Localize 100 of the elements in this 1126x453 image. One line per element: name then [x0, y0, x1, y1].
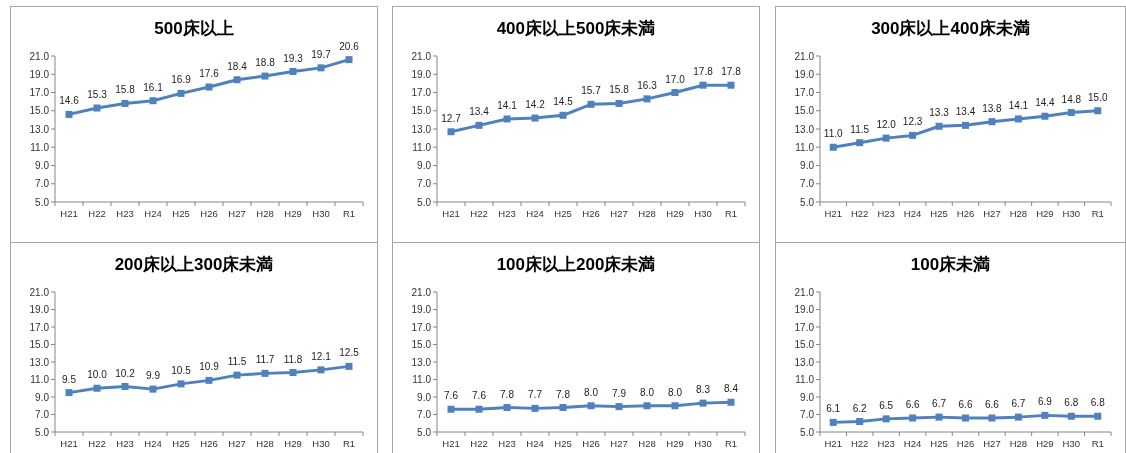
data-label: 11.7 [255, 354, 275, 366]
y-tick-label: 21.0 [29, 50, 50, 62]
chart-title: 300床以上400床未満 [871, 19, 1030, 38]
point [289, 68, 297, 76]
data-label: 8.0 [584, 386, 599, 398]
point [699, 81, 707, 89]
y-tick-label: 5.0 [35, 196, 50, 208]
x-tick-label: H22 [88, 438, 106, 449]
y-tick-label: 19.0 [411, 68, 432, 80]
point [149, 97, 157, 105]
point [671, 402, 679, 410]
data-label: 15.3 [87, 89, 108, 101]
x-tick-label: H30 [1062, 438, 1081, 449]
data-label: 14.2 [525, 99, 546, 111]
x-tick-label: H22 [850, 438, 869, 449]
data-label: 12.5 [339, 347, 360, 359]
data-label: 10.9 [199, 361, 220, 373]
y-tick-label: 13.0 [29, 123, 50, 135]
x-tick-label: H28 [256, 438, 274, 449]
data-label: 10.5 [171, 364, 192, 376]
y-tick-label: 13.0 [29, 356, 50, 368]
point [503, 115, 511, 123]
data-label: 17.8 [721, 66, 742, 78]
y-tick-label: 13.0 [411, 123, 432, 135]
data-label: 19.7 [311, 48, 332, 60]
y-tick-label: 17.0 [29, 321, 50, 333]
y-tick-label: 15.0 [794, 105, 815, 117]
y-tick-label: 17.0 [794, 321, 815, 333]
y-tick-label: 7.0 [417, 409, 432, 420]
x-tick-label: H21 [824, 208, 842, 219]
x-tick-label: H24 [526, 438, 544, 449]
x-tick-label: H29 [666, 438, 684, 449]
point [121, 99, 129, 107]
point [531, 114, 539, 122]
x-tick-label: R1 [342, 208, 356, 219]
point [205, 83, 213, 91]
y-tick-label: 9.0 [800, 391, 815, 403]
point [447, 405, 455, 413]
point [1094, 107, 1102, 115]
data-label: 7.6 [444, 390, 459, 402]
x-tick-label: H27 [610, 208, 628, 219]
point [988, 118, 996, 126]
x-tick-label: H27 [983, 438, 1001, 449]
x-tick-label: H21 [824, 438, 842, 449]
data-label: 12.3 [902, 116, 923, 128]
y-tick-label: 21.0 [411, 50, 432, 62]
x-tick-label: H23 [498, 208, 516, 219]
point [559, 111, 567, 119]
y-tick-label: 19.0 [29, 68, 50, 80]
point [829, 418, 837, 426]
point [261, 369, 269, 377]
y-tick-label: 15.0 [29, 105, 50, 117]
y-tick-label: 5.0 [35, 426, 50, 438]
data-label: 15.8 [609, 84, 630, 96]
data-label: 11.8 [283, 353, 303, 365]
x-tick-label: H26 [582, 208, 600, 219]
y-tick-label: 17.0 [29, 87, 50, 98]
data-label: 12.0 [876, 119, 897, 131]
point [559, 404, 567, 411]
data-label: 17.0 [665, 73, 686, 85]
point [962, 121, 969, 129]
data-label: 17.8 [693, 66, 714, 78]
point [447, 128, 455, 136]
x-tick-label: H26 [582, 438, 600, 449]
x-tick-label: H21 [60, 438, 78, 449]
x-tick-label: H30 [694, 208, 712, 219]
point [1067, 412, 1075, 420]
point [93, 384, 101, 392]
point [177, 380, 185, 388]
point [643, 402, 651, 410]
y-tick-label: 11.0 [795, 374, 815, 385]
data-label: 13.3 [929, 107, 950, 119]
data-label: 7.8 [500, 388, 515, 400]
y-tick-label: 21.0 [411, 286, 432, 298]
y-tick-label: 7.0 [800, 409, 815, 420]
data-label: 14.5 [553, 96, 574, 108]
y-tick-label: 21.0 [794, 50, 815, 62]
x-tick-label: H24 [903, 208, 922, 219]
x-tick-label: H23 [498, 438, 516, 449]
chart-title: 200床以上300床未満 [114, 255, 274, 274]
point [345, 56, 353, 64]
y-tick-label: 15.0 [29, 339, 50, 350]
point [233, 76, 241, 84]
y-tick-label: 11.0 [795, 141, 815, 153]
y-tick-label: 19.0 [794, 68, 815, 80]
x-tick-label: H30 [694, 438, 712, 449]
y-tick-label: 7.0 [417, 178, 432, 190]
chart-title: 400床以上500床未満 [496, 19, 656, 38]
data-label: 6.8 [1064, 397, 1079, 409]
data-label: 14.4 [1035, 97, 1056, 109]
point [962, 414, 969, 422]
data-label: 8.3 [696, 384, 711, 396]
data-label: 6.2 [852, 402, 868, 414]
data-label: 6.7 [932, 398, 947, 410]
x-tick-label: H25 [172, 208, 190, 219]
y-tick-label: 11.0 [412, 374, 432, 385]
x-tick-label: H29 [284, 438, 302, 449]
x-tick-label: H22 [470, 208, 488, 219]
x-tick-label: H27 [228, 208, 246, 219]
data-label: 14.1 [1008, 99, 1029, 111]
